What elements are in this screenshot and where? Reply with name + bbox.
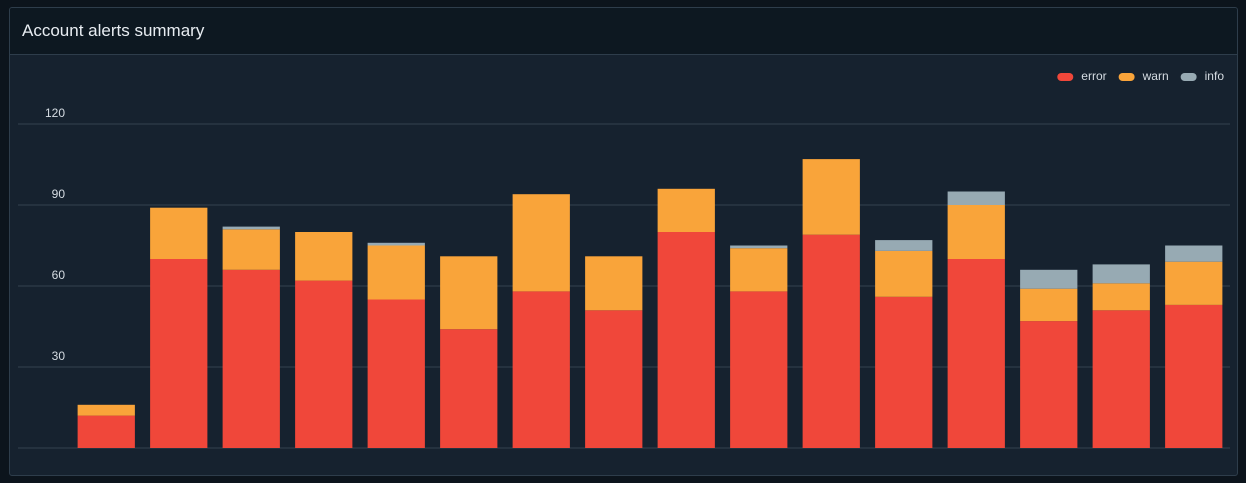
bar-segment: [150, 259, 208, 448]
bar-segment: [512, 291, 570, 448]
bar-segment: [295, 232, 353, 281]
bar-segment: [875, 296, 933, 448]
bar-segment: [1092, 264, 1150, 284]
bar-segment: [657, 188, 715, 232]
bar-segment: [802, 234, 860, 448]
bar-segment: [222, 226, 280, 230]
bar-segment: [1020, 269, 1078, 289]
legend-label: warn: [1142, 69, 1169, 83]
bar-segment: [440, 256, 498, 330]
bar-segment: [222, 229, 280, 270]
legend-label: error: [1081, 69, 1106, 83]
bar-segment: [367, 245, 425, 300]
bar-segment: [947, 191, 1005, 205]
bar-segment: [77, 415, 135, 448]
bar-segment: [1092, 283, 1150, 311]
bar-segment: [222, 269, 280, 448]
bar-segment: [730, 248, 788, 292]
bar-segment: [367, 299, 425, 448]
bar-segment: [730, 245, 788, 249]
legend-swatch: [1118, 73, 1135, 81]
bar-segment: [512, 194, 570, 292]
y-tick-label: 60: [52, 268, 66, 282]
bar-segment: [367, 242, 425, 246]
bar-segment: [802, 159, 860, 235]
bar-segment: [1092, 310, 1150, 448]
y-tick-label: 30: [52, 349, 66, 363]
legend-label: info: [1205, 69, 1225, 83]
panel-title: Account alerts summary: [10, 8, 1237, 55]
y-tick-label: 120: [45, 106, 65, 120]
legend-swatch: [1180, 73, 1197, 81]
bar-segment: [1165, 304, 1223, 448]
bar-segment: [440, 329, 498, 448]
bar-segment: [585, 256, 643, 311]
bar-segment: [1165, 245, 1223, 262]
bar-segment: [77, 404, 135, 416]
bar-segment: [585, 310, 643, 448]
bar-segment: [730, 291, 788, 448]
bar-segment: [150, 207, 208, 259]
bar-segment: [875, 240, 933, 251]
bar-segment: [875, 250, 933, 297]
bar-segment: [295, 280, 353, 448]
bar-segment: [947, 205, 1005, 259]
y-tick-label: 90: [52, 187, 66, 201]
bar-segment: [1165, 261, 1223, 305]
legend-swatch: [1057, 73, 1074, 81]
bar-segment: [947, 259, 1005, 448]
bar-segment: [1020, 288, 1078, 322]
bar-segment: [657, 232, 715, 448]
bar-segment: [1020, 321, 1078, 448]
